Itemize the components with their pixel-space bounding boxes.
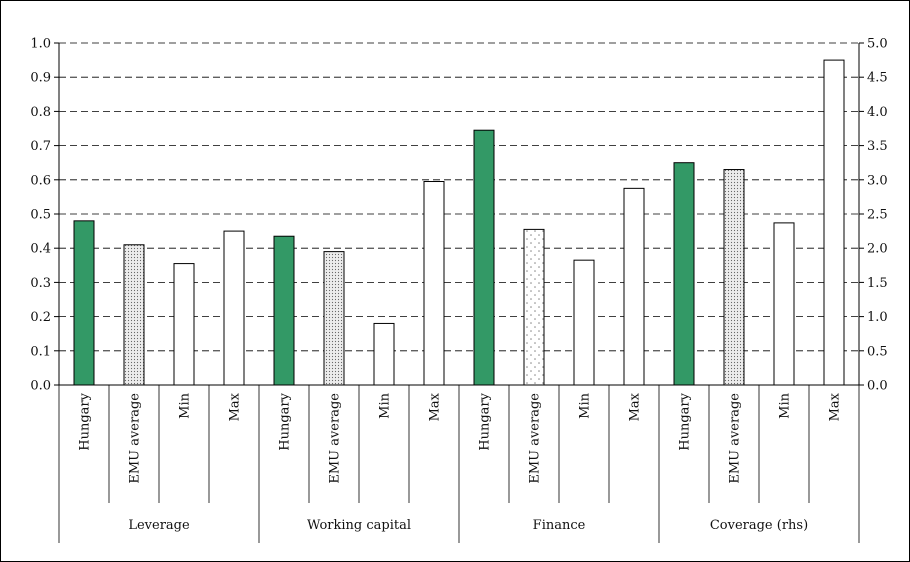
right-tick-label: 1.5: [867, 276, 888, 291]
right-tick-label: 3.5: [867, 139, 888, 154]
right-tick-label: 4.0: [867, 105, 888, 120]
bar-max: [623, 187, 645, 386]
right-tick-label: 1.0: [867, 310, 888, 325]
right-tick-label: 0.5: [867, 344, 888, 359]
category-label: Max: [428, 392, 443, 421]
left-tick-label: 0.8: [30, 105, 51, 120]
bar-min: [373, 322, 395, 386]
group-label: Finance: [533, 518, 586, 533]
bar-max: [423, 181, 445, 386]
bar-min: [773, 222, 795, 386]
left-tick-label: 0.5: [30, 208, 51, 223]
category-label: Min: [178, 392, 193, 418]
bar-hungary: [473, 129, 495, 386]
right-tick-label: 3.0: [867, 173, 888, 188]
left-tick-label: 0.3: [30, 276, 51, 291]
category-label: Max: [828, 392, 843, 421]
category-label: EMU average: [128, 393, 143, 484]
bar-min: [173, 263, 195, 386]
right-tick-label: 5.0: [867, 37, 888, 52]
right-tick-label: 0.0: [867, 379, 888, 394]
bars: [73, 59, 845, 386]
left-tick-label: 0.7: [30, 139, 51, 154]
category-label: EMU average: [528, 393, 543, 484]
left-tick-label: 0.9: [30, 71, 51, 86]
bar-hungary: [273, 235, 295, 386]
bar-hungary: [673, 162, 695, 386]
bar-max: [223, 230, 245, 386]
category-label: Hungary: [78, 392, 93, 450]
labels: 0.0 0.1 0.2 0.3 0.4 0.5 0.6 0.7 0.8 0.9 1.0 0.0 0.5 1…: [30, 37, 887, 534]
category-label: EMU average: [328, 393, 343, 484]
right-tick-label: 4.5: [867, 71, 888, 86]
bar-emu-average: [523, 228, 545, 386]
category-label: Min: [778, 392, 793, 418]
category-label: Min: [578, 392, 593, 418]
bar-hungary: [73, 220, 95, 386]
group-label: Coverage (rhs): [710, 518, 808, 533]
group-label: Leverage: [128, 518, 190, 533]
right-tick-label: 2.0: [867, 242, 888, 257]
category-label: Hungary: [478, 392, 493, 450]
category-label: Max: [228, 392, 243, 421]
bar-max: [823, 59, 845, 386]
left-tick-label: 0.2: [30, 310, 51, 325]
group-label: Working capital: [307, 518, 411, 533]
axes: [54, 42, 864, 543]
category-label: Min: [378, 392, 393, 418]
bar-emu-average: [323, 251, 345, 386]
bar-emu-average: [723, 169, 745, 386]
bar-emu-average: [123, 244, 145, 386]
left-tick-label: 0.1: [30, 344, 51, 359]
bar-min: [573, 259, 595, 386]
left-tick-label: 0.6: [30, 173, 51, 188]
left-tick-label: 0.0: [30, 379, 51, 394]
left-tick-label: 1.0: [30, 37, 51, 52]
category-label: Max: [628, 392, 643, 421]
category-label: Hungary: [678, 392, 693, 450]
right-tick-label: 2.5: [867, 208, 888, 223]
category-label: EMU average: [728, 393, 743, 484]
left-tick-label: 0.4: [30, 242, 51, 257]
category-label: Hungary: [278, 392, 293, 450]
